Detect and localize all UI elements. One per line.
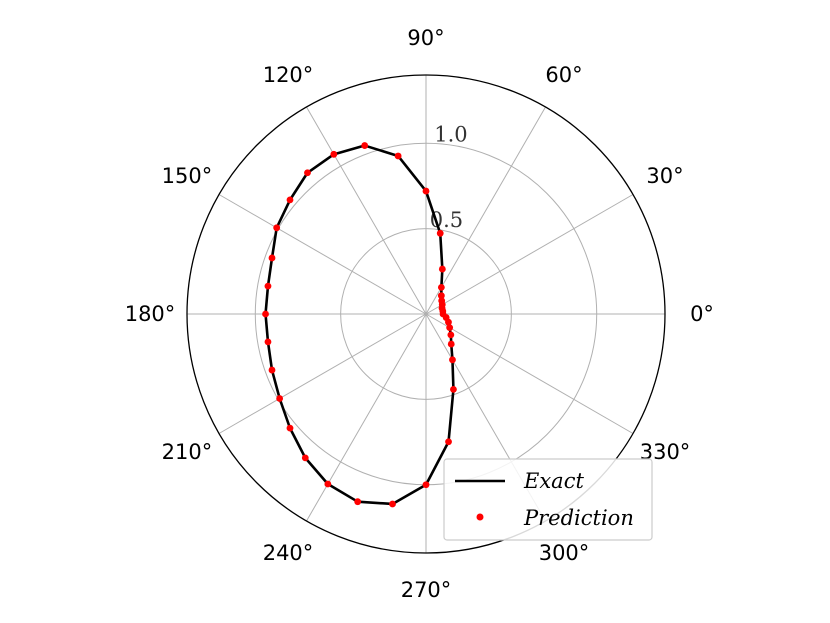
angle-gridline [425,313,634,434]
prediction-point [442,314,450,321]
angle-tick-label: 210° [162,440,213,464]
prediction-point [286,424,294,432]
prediction-point [264,282,272,290]
radial-tick-label: 1.0 [434,123,467,147]
angle-gridline [306,313,427,522]
prediction-point [273,224,281,232]
angle-gridline [425,106,546,315]
radial-gridline [340,228,512,400]
prediction-point [445,438,452,446]
angle-tick-label: 90° [407,26,444,50]
angle-gridline [306,106,427,315]
legend-prediction-marker-swatch [476,513,484,521]
prediction-point [304,169,311,177]
prediction-point [286,196,294,204]
angle-tick-label: 180° [125,302,176,326]
legend-exact-label: Exact [523,469,584,493]
legend: Exact Prediction [443,458,653,541]
prediction-point [437,283,445,291]
prediction-point [394,152,402,160]
prediction-point [262,310,269,318]
prediction-point [361,142,369,149]
prediction-point [438,265,446,273]
prediction-point [446,324,454,332]
prediction-point [268,254,276,262]
prediction-point [324,480,332,488]
prediction-point [422,481,430,489]
tick-labels: 0°30°60°90°120°150°180°210°240°270°300°3… [125,26,714,602]
angle-tick-label: 270° [401,578,452,602]
prediction-point [447,340,455,348]
legend-prediction-label: Prediction [523,506,634,530]
polar-grid [187,75,665,553]
angle-tick-label: 60° [545,63,582,87]
angle-tick-label: 0° [690,302,714,326]
prediction-point [438,297,446,305]
prediction-point [450,385,457,393]
prediction-point [389,500,396,508]
angle-gridline [218,313,427,434]
prediction-point [276,395,284,402]
angle-tick-label: 30° [646,164,683,188]
prediction-point [301,454,309,462]
prediction-point [436,229,444,237]
data-series [262,142,457,508]
prediction-point [330,150,338,158]
prediction-point [268,366,276,374]
prediction-point [422,187,430,195]
angle-gridline [218,194,427,315]
angle-tick-label: 240° [263,541,314,565]
prediction-point [447,331,455,339]
polar-frame [186,74,666,554]
prediction-point [264,338,272,346]
prediction-point [437,292,445,300]
prediction-point [449,356,456,364]
angle-tick-label: 150° [162,164,213,188]
angle-tick-label: 120° [263,63,314,87]
prediction-point [354,498,362,506]
legend-box [443,458,653,541]
angle-gridline [425,194,634,315]
angle-tick-label: 300° [539,541,590,565]
